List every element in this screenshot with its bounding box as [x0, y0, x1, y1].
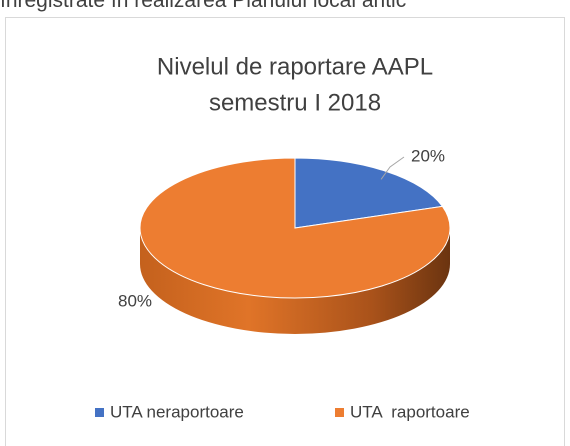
- legend-label: UTA neraportoare: [110, 402, 244, 421]
- pie-slice: [294, 157, 444, 229]
- chart-title: Nivelul de raportare AAPL semestru I 2018: [157, 53, 433, 116]
- chart-title-line: Nivelul de raportare AAPL: [157, 53, 433, 80]
- legend-swatch: [335, 408, 344, 417]
- data-label: 20%: [411, 146, 445, 165]
- leader-line: [380, 156, 405, 180]
- legend-swatch: [95, 408, 104, 417]
- document-text: înregistrate în realizarea Planului loca…: [0, 0, 406, 12]
- legend-label: UTA raportoare: [350, 402, 470, 421]
- pie-side: [140, 228, 450, 334]
- data-label: 80%: [118, 291, 152, 310]
- pie-slice: [139, 157, 451, 299]
- chart-title-line: semestru I 2018: [209, 89, 381, 116]
